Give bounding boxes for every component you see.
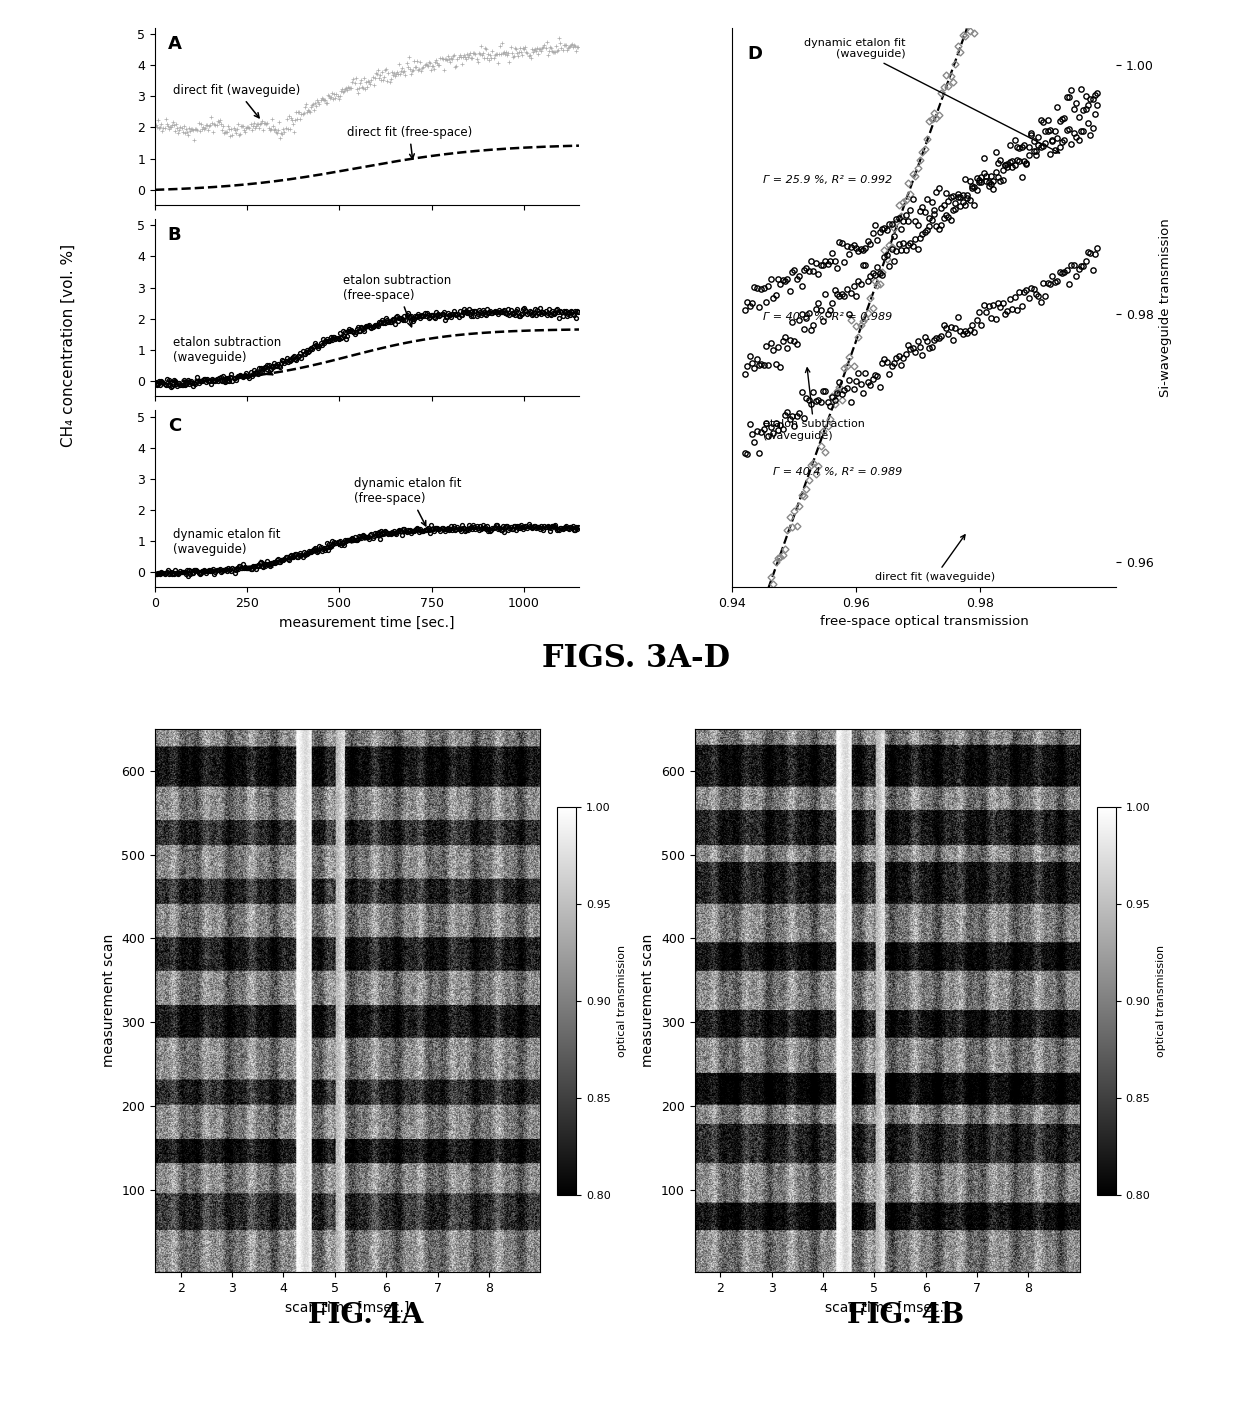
Text: Γ = 40.4 %, R² = 0.989: Γ = 40.4 %, R² = 0.989 — [773, 468, 901, 478]
Text: CH₄ concentration [vol. %]: CH₄ concentration [vol. %] — [61, 244, 76, 447]
Y-axis label: measurement scan: measurement scan — [102, 934, 115, 1068]
Text: FIG. 4A: FIG. 4A — [308, 1302, 423, 1329]
Y-axis label: Si-waveguide transmission: Si-waveguide transmission — [1159, 218, 1172, 397]
Y-axis label: optical transmission: optical transmission — [616, 944, 626, 1057]
Text: C: C — [167, 417, 181, 435]
Text: direct fit (waveguide): direct fit (waveguide) — [174, 83, 300, 118]
Text: B: B — [167, 227, 181, 244]
Text: A: A — [167, 35, 181, 54]
X-axis label: scan time [msec.]: scan time [msec.] — [825, 1301, 950, 1315]
X-axis label: scan time [msec.]: scan time [msec.] — [285, 1301, 409, 1315]
Text: dynamic etalon fit
(free-space): dynamic etalon fit (free-space) — [355, 478, 461, 526]
X-axis label: free-space optical transmission: free-space optical transmission — [820, 616, 1028, 628]
Text: etalon subtraction
(free-space): etalon subtraction (free-space) — [343, 273, 451, 327]
Text: direct fit (free-space): direct fit (free-space) — [347, 125, 472, 159]
Y-axis label: optical transmission: optical transmission — [1156, 944, 1166, 1057]
Text: etalon subtraction
(waveguide): etalon subtraction (waveguide) — [174, 335, 281, 375]
Text: direct fit (waveguide): direct fit (waveguide) — [874, 535, 994, 582]
Text: dynamic etalon fit
(waveguide): dynamic etalon fit (waveguide) — [805, 38, 1059, 154]
Text: FIG. 4B: FIG. 4B — [847, 1302, 963, 1329]
Text: FIGS. 3A-D: FIGS. 3A-D — [542, 643, 729, 674]
Text: D: D — [748, 45, 763, 63]
X-axis label: measurement time [sec.]: measurement time [sec.] — [279, 616, 455, 630]
Text: Γ = 40.9 %, R² = 0.989: Γ = 40.9 %, R² = 0.989 — [764, 313, 893, 323]
Text: dynamic etalon fit
(waveguide): dynamic etalon fit (waveguide) — [174, 528, 281, 566]
Text: etalon subtraction
(waveguide): etalon subtraction (waveguide) — [764, 368, 866, 441]
Text: Γ = 25.9 %, R² = 0.992: Γ = 25.9 %, R² = 0.992 — [764, 176, 893, 186]
Y-axis label: measurement scan: measurement scan — [641, 934, 655, 1068]
